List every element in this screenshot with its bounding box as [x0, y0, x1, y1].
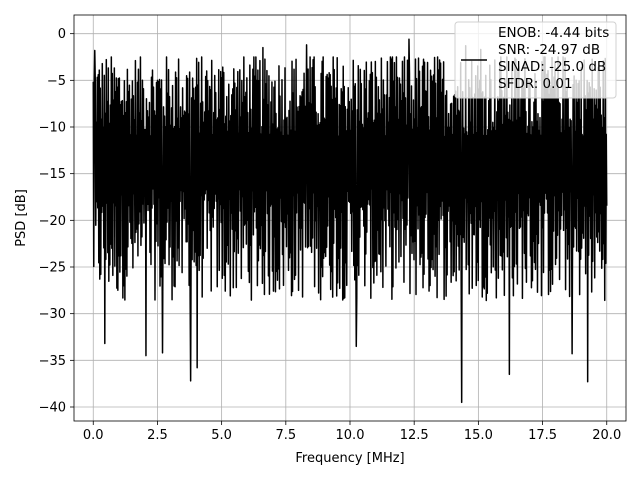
y-tick-label: −25: [39, 261, 66, 276]
legend-entry-sfdr: SFDR: 0.01: [498, 76, 573, 92]
legend-box: [454, 21, 617, 99]
x-tick-label: 2.5: [147, 428, 168, 443]
y-tick-label: −10: [39, 121, 66, 136]
x-tick-label: 17.5: [528, 428, 557, 443]
x-tick-label: 7.5: [275, 428, 296, 443]
legend: ENOB: -4.44 bits SNR: -24.97 dB SINAD: -…: [454, 21, 617, 99]
x-axis-ticks: 0.0 2.5 5.0 7.5 10.0 12.5 15.0 17.5 20.0: [83, 421, 621, 443]
y-tick-label: −40: [39, 401, 66, 416]
y-tick-label: −20: [39, 214, 66, 229]
x-tick-label: 0.0: [83, 428, 104, 443]
y-tick-label: −30: [39, 307, 66, 322]
psd-series-line: [92, 38, 608, 404]
legend-entry-snr: SNR: -24.97 dB: [498, 42, 600, 58]
x-tick-label: 20.0: [592, 428, 621, 443]
y-tick-label: −5: [47, 74, 66, 89]
legend-entry-enob: ENOB: -4.44 bits: [498, 25, 609, 41]
x-tick-label: 15.0: [464, 428, 493, 443]
y-tick-label: −35: [39, 354, 66, 369]
x-tick-label: 5.0: [211, 428, 232, 443]
legend-entry-sinad: SINAD: -25.0 dB: [498, 59, 606, 75]
y-tick-label: 0: [58, 27, 66, 42]
y-axis-ticks: 0 −5 −10 −15 −20 −25 −30 −35 −40: [39, 27, 74, 416]
x-tick-label: 12.5: [400, 428, 429, 443]
x-tick-label: 10.0: [336, 428, 365, 443]
y-axis-label: PSD [dB]: [14, 189, 29, 247]
x-axis-label: Frequency [MHz]: [295, 451, 404, 466]
y-tick-label: −15: [39, 167, 66, 182]
series-layer: [92, 38, 608, 404]
